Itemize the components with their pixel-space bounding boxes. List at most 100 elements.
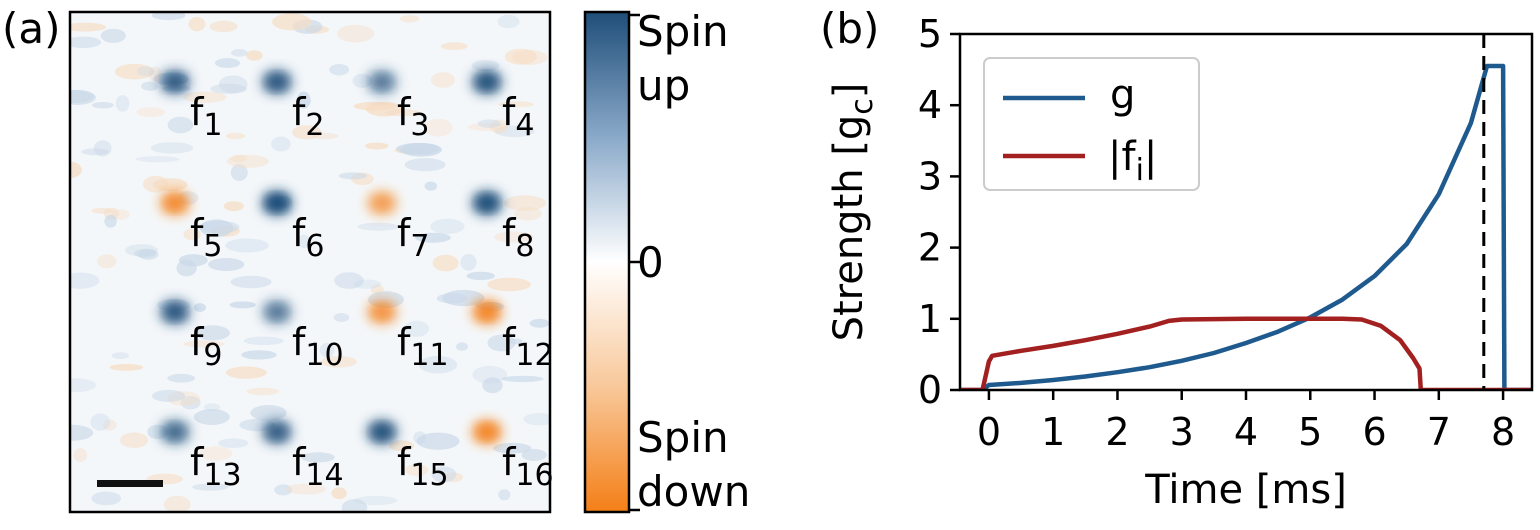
noise-blob [241,350,277,360]
noise-blob [214,58,241,68]
noise-blob [149,66,162,82]
noise-blob [246,387,280,396]
spot-core-13 [167,425,183,439]
noise-blob [471,60,500,72]
noise-blob [91,207,113,214]
y-tick-label: 0 [918,368,942,412]
colorbar-bottom-label-1: Spin [637,413,729,462]
noise-blob [297,234,310,248]
noise-blob [497,101,535,108]
noise-blob [333,313,350,322]
noise-blob [504,48,537,65]
noise-blob [424,181,438,191]
noise-blob [70,378,96,393]
noise-blob [225,366,267,379]
colorbar-bottom-label-2: down [637,467,750,516]
noise-blob [404,320,430,337]
noise-blob [460,253,477,271]
spot-core-3 [374,75,390,89]
spot-core-11 [374,305,390,319]
noise-blob [135,156,180,163]
noise-blob [341,499,368,512]
noise-blob [523,413,550,426]
noise-blob [246,50,263,61]
noise-blob [100,28,126,43]
noise-blob [176,259,197,277]
noise-blob [199,446,233,461]
y-tick-label: 1 [918,297,942,341]
noise-blob [418,355,458,374]
noise-blob [151,12,186,21]
spot-core-7 [374,196,390,210]
noise-blob [487,277,531,292]
spot-core-16 [479,425,495,439]
noise-blob [141,81,159,91]
noise-blob [218,75,248,94]
noise-blob [292,125,322,140]
noise-blob [70,89,94,104]
noise-blob [230,275,272,289]
spot-label-7: f7 [397,211,429,264]
map-noise [70,12,550,512]
noise-blob [413,431,427,444]
noise-blob [497,14,520,29]
noise-blob [183,91,227,103]
noise-blob [230,154,247,163]
noise-blob [124,244,158,257]
noise-blob [513,207,542,221]
spot-core-4 [479,75,495,89]
y-tick-label: 5 [918,12,942,56]
noise-blob [353,101,397,111]
noise-blob [226,154,270,168]
noise-blob [274,484,293,496]
x-tick-label: 3 [1170,410,1194,454]
noise-blob [319,342,335,358]
noise-blob [272,13,312,31]
noise-blob [337,24,375,43]
noise-blob [399,15,420,23]
spot-label-15: f15 [397,440,449,493]
noise-blob [231,49,248,57]
noise-blob [431,72,456,88]
noise-blob [405,463,429,477]
noise-blob [114,63,154,80]
noise-blob [195,325,230,341]
noise-blob [110,209,130,220]
noise-blob [494,125,535,138]
noise-blob [389,440,415,452]
noise-blob [301,452,335,463]
noise-blob [511,50,548,65]
x-tick-label: 2 [1105,410,1129,454]
noise-blob [134,248,157,258]
y-axis-label: Strength [gc] [826,83,880,342]
noise-blob [193,303,207,312]
x-tick-label: 0 [977,410,1001,454]
noise-blob [320,356,357,368]
noise-blob [109,363,144,371]
noise-blob [223,201,244,212]
spot-labels: f1 f2 f3 f4 f5 f6 f7 f8 f9 f10 f11 f12 f13 f14 f15 f16 [190,90,554,493]
x-tick-label: 5 [1298,410,1322,454]
noise-blob [487,334,516,352]
noise-blob [167,116,194,134]
x-tick-label: 8 [1491,410,1515,454]
noise-blob [396,142,440,155]
x-tick-label: 6 [1362,410,1386,454]
x-axis-label: Time [ms] [1144,467,1347,513]
noise-blob [209,20,238,33]
noise-blob [441,42,468,51]
scale-bar [97,480,163,487]
spot-label-13: f13 [190,440,242,493]
y-tick-label: 4 [918,83,942,127]
spot-label-6: f6 [292,211,324,264]
spot-label-11: f11 [397,320,449,373]
spot-core-5 [167,196,183,210]
colorbar: Spin up 0 Spin down [583,7,750,516]
noise-blob [97,254,117,269]
noise-blob [180,396,201,410]
legend-label-f: |fi| [1108,134,1157,188]
spot-core-10 [269,305,285,319]
noise-blob [297,91,311,109]
